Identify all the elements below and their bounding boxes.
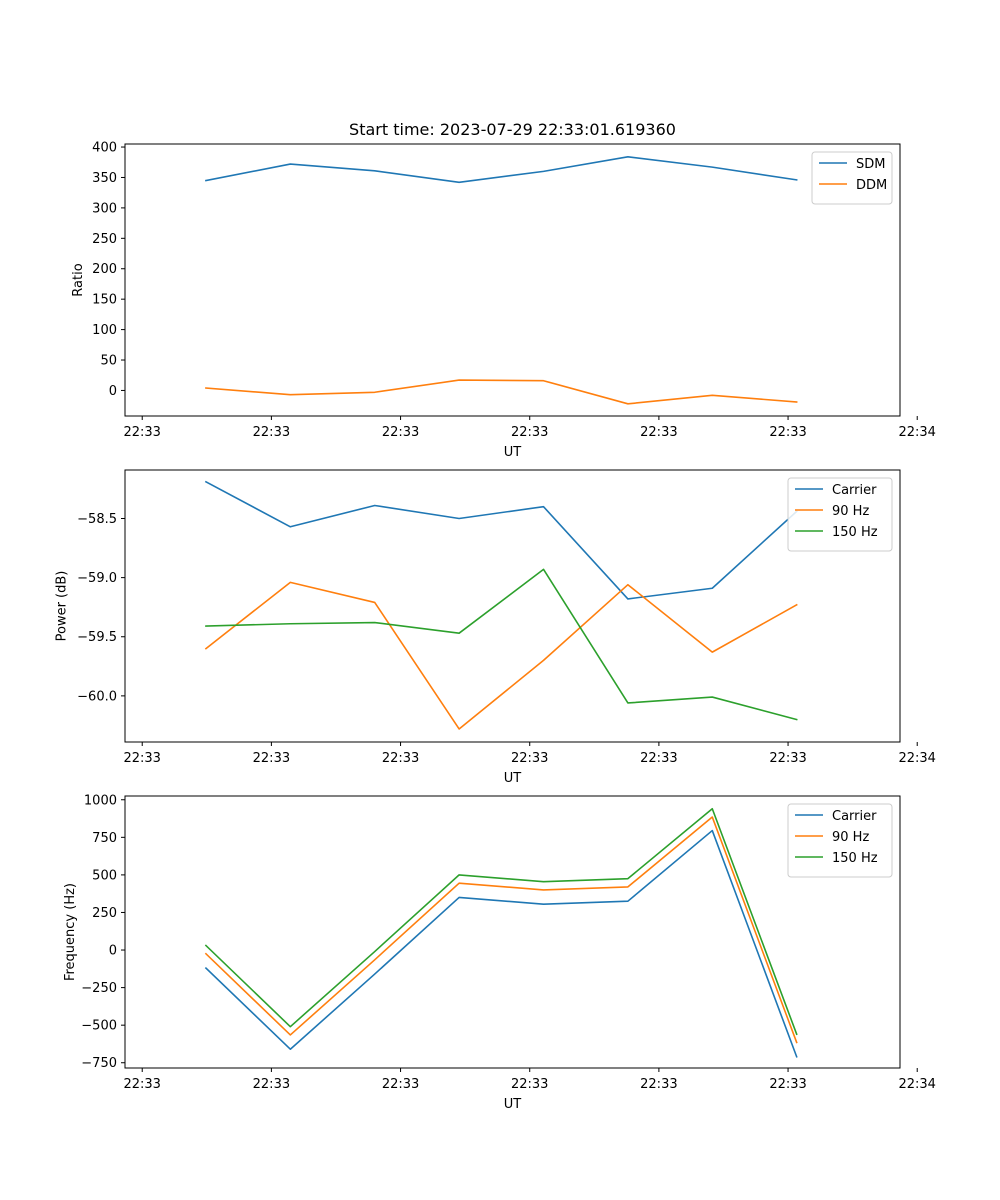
y-axis-label: Power (dB) xyxy=(55,571,70,642)
x-tick-label: 22:33 xyxy=(382,425,419,440)
x-tick-label: 22:33 xyxy=(511,751,548,766)
x-tick-label: 22:33 xyxy=(769,751,806,766)
y-tick-label: −58.5 xyxy=(77,512,117,527)
chart-3: 22:33 22:33 22:33 22:33 22:33 22:33 22:34 −750 −… xyxy=(63,793,936,1112)
x-tick-label: 22:33 xyxy=(511,425,548,440)
series-line-90-hz xyxy=(204,581,798,730)
y-tick-label: 300 xyxy=(92,201,117,216)
x-tick-label: 22:34 xyxy=(898,751,935,766)
legend-label-150-hz: 150 Hz xyxy=(832,525,878,540)
x-tick-label: 22:33 xyxy=(253,425,290,440)
x-tick-label: 22:33 xyxy=(640,1077,677,1092)
legend-label-150-hz: 150 Hz xyxy=(832,851,878,866)
series-line-sdm xyxy=(205,155,798,184)
x-axis-label: UT xyxy=(504,771,522,786)
x-tick-label: 22:33 xyxy=(382,1077,419,1092)
legend-box xyxy=(811,151,893,205)
legend-label-carrier: Carrier xyxy=(832,809,877,824)
x-tick-label: 22:33 xyxy=(769,1077,806,1092)
series-line-90-hz xyxy=(204,816,798,1044)
y-tick-label: 0 xyxy=(109,384,117,399)
series-line-carrier xyxy=(204,829,798,1058)
x-tick-label: 22:33 xyxy=(382,751,419,766)
series-line-150-hz xyxy=(204,807,798,1036)
axes-frame xyxy=(124,143,901,417)
y-tick-label: 500 xyxy=(92,868,117,883)
x-tick-label: 22:33 xyxy=(769,425,806,440)
legend-box xyxy=(787,477,893,552)
axes-frame xyxy=(124,469,901,743)
legend: Carrier 90 Hz 150 Hz xyxy=(787,477,893,552)
axes-frame xyxy=(124,795,901,1069)
x-tick-label: 22:33 xyxy=(640,425,677,440)
x-tick-label: 22:33 xyxy=(123,751,160,766)
y-tick-label: −750 xyxy=(81,1056,117,1071)
x-tick-label: 22:33 xyxy=(511,1077,548,1092)
y-tick-label: 200 xyxy=(92,262,117,277)
legend: Carrier 90 Hz 150 Hz xyxy=(787,803,893,878)
y-tick-label: 400 xyxy=(92,141,117,156)
series-line-carrier xyxy=(204,480,798,600)
y-tick-label: 350 xyxy=(92,171,117,186)
y-tick-label: −59.0 xyxy=(77,571,117,586)
y-tick-label: −60.0 xyxy=(77,689,117,704)
x-tick-label: 22:33 xyxy=(253,751,290,766)
legend-label-ddm: DDM xyxy=(856,178,887,193)
series-line-150-hz xyxy=(205,568,798,721)
y-tick-label: 0 xyxy=(109,944,117,959)
y-tick-label: 150 xyxy=(92,293,117,308)
x-tick-label: 22:34 xyxy=(898,425,935,440)
y-axis-label: Ratio xyxy=(71,263,86,296)
x-tick-label: 22:33 xyxy=(123,1077,160,1092)
chart-2: 22:33 22:33 22:33 22:33 22:33 22:33 22:34 −60.0… xyxy=(55,469,936,786)
y-axis-label: Frequency (Hz) xyxy=(63,883,78,981)
series-line-ddm xyxy=(205,379,798,405)
x-axis-label: UT xyxy=(504,445,522,460)
x-tick-label: 22:33 xyxy=(253,1077,290,1092)
y-tick-label: 100 xyxy=(92,323,117,338)
legend-label-90-hz: 90 Hz xyxy=(832,830,869,845)
legend-box xyxy=(787,803,893,878)
y-tick-label: 1000 xyxy=(84,793,117,808)
legend: SDM DDM xyxy=(811,151,893,205)
y-tick-label: 250 xyxy=(92,906,117,921)
y-tick-label: −500 xyxy=(81,1019,117,1034)
x-tick-label: 22:33 xyxy=(123,425,160,440)
y-tick-label: −250 xyxy=(81,981,117,996)
x-axis-label: UT xyxy=(504,1097,522,1112)
y-tick-label: −59.5 xyxy=(77,630,117,645)
chart-1: 22:33 22:33 22:33 22:33 22:33 22:33 22:34 0 50 10… xyxy=(71,120,936,460)
legend-label-sdm: SDM xyxy=(856,157,885,172)
x-tick-label: 22:34 xyxy=(898,1077,935,1092)
y-tick-label: 50 xyxy=(100,354,117,369)
chart-title: Start time: 2023-07-29 22:33:01.619360 xyxy=(349,120,676,139)
y-tick-label: 250 xyxy=(92,232,117,247)
y-tick-label: 750 xyxy=(92,831,117,846)
x-tick-label: 22:33 xyxy=(640,751,677,766)
legend-label-90-hz: 90 Hz xyxy=(832,504,869,519)
legend-label-carrier: Carrier xyxy=(832,483,877,498)
